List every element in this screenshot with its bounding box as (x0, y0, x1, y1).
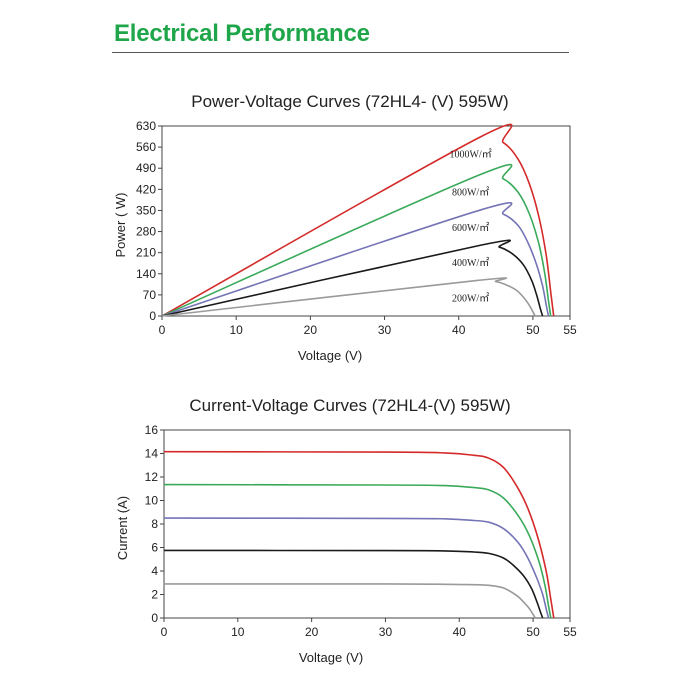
pv-x-tick-label: 55 (563, 323, 577, 337)
iv-x-tick-label: 55 (563, 625, 577, 639)
iv-y-tick-label: 6 (151, 541, 158, 555)
iv-y-tick-label: 0 (151, 611, 158, 625)
iv-series-line-4 (163, 583, 536, 619)
pv-y-tick-label: 0 (149, 309, 156, 323)
pv-y-tick-label: 70 (143, 288, 157, 302)
iv-x-tick-label: 40 (453, 625, 467, 639)
section-header: Electrical Performance (112, 18, 569, 53)
pv-series-label-1: 800W/㎡ (452, 186, 489, 198)
iv-series-line-3 (163, 549, 544, 619)
pv-x-tick-label: 0 (159, 323, 166, 337)
iv-y-tick-label: 4 (151, 564, 158, 578)
pv-y-axis-label: Power ( W) (113, 193, 128, 258)
pv-series-label-2: 600W/㎡ (452, 222, 489, 234)
pv-x-tick-label: 10 (230, 323, 244, 337)
pv-y-tick-label: 560 (136, 140, 156, 154)
pv-series-label-0: 1000W/㎡ (449, 149, 491, 161)
iv-series-line-1 (163, 483, 552, 619)
iv-x-tick-label: 30 (379, 625, 393, 639)
pv-chart-title: Power-Voltage Curves (72HL4- (V) 595W) (191, 92, 509, 111)
iv-y-tick-label: 14 (145, 447, 159, 461)
pv-series-label-3: 400W/㎡ (452, 257, 489, 269)
pv-y-tick-label: 140 (136, 267, 156, 281)
pv-y-tick-label: 280 (136, 225, 156, 239)
iv-y-tick-label: 2 (151, 588, 158, 602)
pv-series-line-4 (161, 277, 536, 317)
pv-series-label-4: 200W/㎡ (452, 292, 489, 304)
iv-x-tick-label: 20 (305, 625, 319, 639)
iv-y-axis-label: Current (A) (115, 496, 130, 560)
iv-x-axis-label: Voltage (V) (299, 650, 363, 665)
pv-y-tick-label: 630 (136, 119, 156, 133)
pv-series-line-3 (161, 239, 544, 317)
iv-y-tick-label: 10 (145, 494, 159, 508)
iv-y-tick-label: 8 (151, 517, 158, 531)
pv-x-tick-label: 50 (526, 323, 540, 337)
iv-chart-title: Current-Voltage Curves (72HL4-(V) 595W) (189, 396, 511, 415)
iv-x-tick-label: 10 (231, 625, 245, 639)
pv-series-line-0 (161, 123, 555, 317)
iv-x-tick-label: 0 (161, 625, 168, 639)
section-title: Electrical Performance (114, 20, 370, 47)
iv-y-tick-label: 16 (145, 423, 159, 437)
iv-series-line-0 (163, 450, 555, 619)
iv-x-tick-label: 50 (526, 625, 540, 639)
pv-y-tick-label: 420 (136, 182, 156, 196)
pv-series-line-1 (161, 163, 552, 317)
pv-x-tick-label: 30 (378, 323, 392, 337)
pv-y-tick-label: 350 (136, 203, 156, 217)
pv-x-tick-label: 20 (304, 323, 318, 337)
iv-series-line-2 (163, 517, 550, 619)
pv-x-tick-label: 40 (452, 323, 466, 337)
pv-series-line-2 (161, 202, 550, 317)
iv-y-tick-label: 12 (145, 470, 159, 484)
pv-plot-frame (161, 125, 571, 317)
pv-x-axis-label: Voltage (V) (298, 348, 362, 363)
pv-y-tick-label: 210 (136, 246, 156, 260)
pv-y-tick-label: 490 (136, 161, 156, 175)
